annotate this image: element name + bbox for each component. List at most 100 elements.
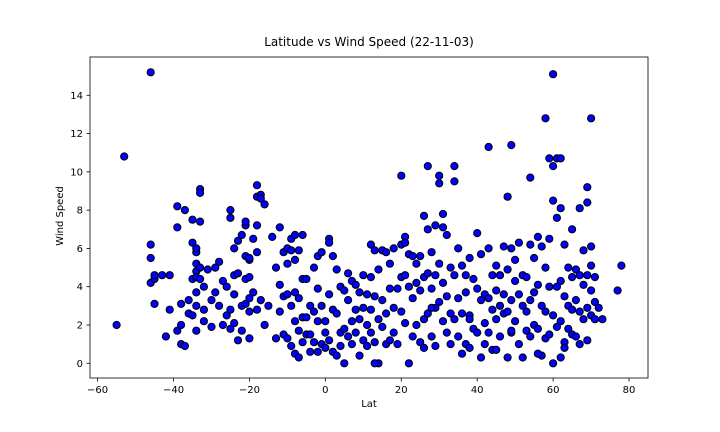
data-point <box>249 288 258 297</box>
data-point <box>245 307 254 316</box>
data-point <box>252 305 262 314</box>
data-point <box>245 253 254 263</box>
data-point <box>385 284 394 293</box>
data-point <box>480 340 489 349</box>
data-point <box>370 292 379 301</box>
data-point <box>150 271 159 280</box>
data-point <box>431 271 440 280</box>
data-point <box>522 307 531 316</box>
data-point <box>302 274 311 284</box>
data-point <box>461 271 470 280</box>
data-point <box>385 259 394 268</box>
data-point <box>431 341 440 351</box>
data-point <box>514 340 524 349</box>
data-point <box>252 248 262 257</box>
data-point <box>230 290 239 299</box>
data-point <box>476 250 486 259</box>
data-point <box>309 263 319 272</box>
y-axis-label: Wind Speed <box>55 186 66 246</box>
data-point <box>192 326 201 335</box>
data-point <box>476 353 486 362</box>
data-point <box>488 305 497 314</box>
data-point <box>393 284 402 293</box>
data-point <box>568 225 577 234</box>
data-point <box>575 204 584 213</box>
data-point <box>564 324 573 333</box>
data-point <box>587 286 596 295</box>
data-point <box>507 296 516 305</box>
y-tick-label: 6 <box>77 244 83 255</box>
data-point <box>469 274 478 284</box>
data-point <box>347 317 356 326</box>
data-point <box>397 307 406 316</box>
data-point <box>530 288 539 297</box>
data-point <box>215 301 224 310</box>
data-point <box>294 294 303 303</box>
data-point <box>344 269 353 278</box>
data-point <box>298 230 307 240</box>
y-tick-label: 8 <box>77 206 83 217</box>
data-point <box>165 305 174 314</box>
data-point <box>492 345 501 354</box>
data-point <box>306 347 315 356</box>
data-point <box>192 301 201 310</box>
data-point <box>226 324 235 333</box>
data-point <box>427 303 436 312</box>
data-point <box>218 276 227 286</box>
data-point <box>556 353 565 362</box>
data-point <box>492 261 501 270</box>
data-point <box>594 303 603 312</box>
data-point <box>446 309 455 318</box>
data-point <box>230 244 239 253</box>
data-point <box>442 292 451 301</box>
data-point <box>446 340 455 349</box>
data-point <box>465 315 474 324</box>
data-point <box>401 271 410 280</box>
data-point <box>484 328 493 337</box>
data-point <box>283 334 292 343</box>
data-point <box>359 271 368 280</box>
data-point <box>423 225 432 234</box>
data-point <box>332 265 341 274</box>
data-point <box>207 322 216 331</box>
data-point <box>150 299 159 308</box>
data-point <box>590 273 600 282</box>
x-tick-label: 20 <box>395 385 408 396</box>
y-tick-label: 4 <box>77 282 83 293</box>
data-point <box>545 234 554 243</box>
data-point <box>173 202 182 211</box>
data-point <box>598 315 607 324</box>
data-point <box>245 294 254 303</box>
data-point <box>325 290 334 299</box>
data-point <box>427 248 436 257</box>
data-point <box>382 309 391 318</box>
data-point <box>325 336 334 345</box>
data-point <box>173 326 182 335</box>
data-point <box>237 230 246 240</box>
data-point <box>416 286 425 295</box>
data-point <box>533 349 543 358</box>
data-point <box>545 282 554 291</box>
data-point <box>275 280 284 289</box>
data-point <box>495 332 505 341</box>
data-point <box>431 221 440 230</box>
data-point <box>545 330 554 339</box>
data-point <box>541 114 550 123</box>
y-tick-label: 14 <box>70 91 83 102</box>
data-point <box>363 341 372 351</box>
data-point <box>438 317 448 326</box>
data-point <box>541 307 550 316</box>
data-point <box>120 152 129 161</box>
data-point <box>613 286 622 295</box>
data-point <box>363 320 372 330</box>
data-point <box>435 179 444 188</box>
data-point <box>583 271 592 280</box>
data-point <box>423 162 432 171</box>
data-point <box>492 286 501 295</box>
data-point <box>397 171 406 180</box>
data-point <box>321 343 330 352</box>
x-tick-label: −20 <box>239 385 260 396</box>
x-axis-label: Lat <box>361 399 377 410</box>
data-point <box>435 259 444 268</box>
